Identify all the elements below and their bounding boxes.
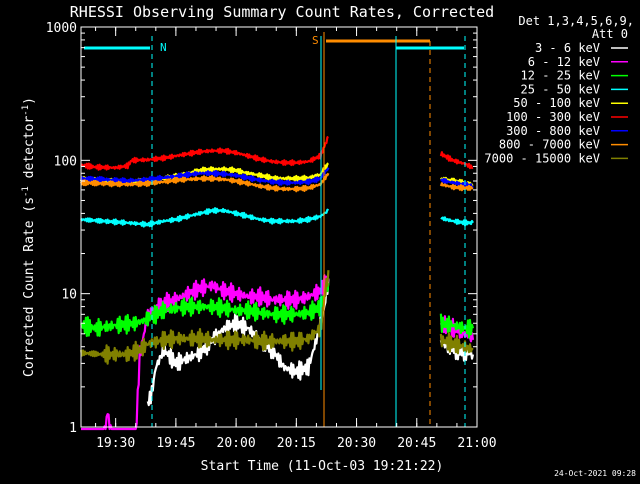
legend-header-detectors: Det 1,3,4,5,6,9,: [518, 14, 634, 28]
y-axis-label: Corrected Count Rate (s-1 detector-1): [21, 97, 37, 377]
series-line: [80, 207, 330, 228]
x-axis-label: Start Time (11-Oct-03 19:21:22): [201, 459, 444, 474]
series-line: [440, 177, 474, 190]
series-line: [79, 172, 330, 193]
series-line: [439, 313, 475, 339]
legend-entry-label: 25 - 50 keV: [521, 82, 600, 96]
timestamp: 24-Oct-2021 09:28: [554, 469, 636, 478]
x-tick-label: 20:30: [337, 436, 376, 451]
x-tick-label: 21:00: [457, 436, 496, 451]
series-line: [146, 278, 330, 407]
y-tick-label: 10: [61, 288, 77, 303]
axis-layer: 1 10 100 1000 19:30 19:45 20:00 20:15 20:30 20:45…: [46, 21, 497, 451]
legend-entry-label: 6 - 12 keV: [528, 55, 600, 69]
legend-entry-label: 12 - 25 keV: [521, 69, 600, 83]
chart-title: RHESSI Observing Summary Count Rates, Co…: [70, 3, 494, 21]
legend-entry-label: 3 - 6 keV: [535, 41, 600, 55]
series-line: [80, 274, 330, 431]
series-line: [79, 282, 330, 337]
x-tick-label: 20:15: [277, 436, 316, 451]
legend-entry-label: 7000 - 15000 keV: [484, 151, 600, 165]
marker-layer: NS: [84, 32, 466, 427]
y-tick-label: 100: [54, 154, 77, 169]
marker-label: S: [312, 34, 319, 47]
plot-layer: [79, 135, 475, 431]
legend-entry-label: 300 - 800 keV: [506, 124, 600, 138]
series-line: [439, 332, 474, 355]
legend-header-attenuator: Att 0: [592, 27, 628, 41]
x-tick-label: 19:30: [96, 436, 135, 451]
series-line: [440, 216, 474, 227]
series-line: [439, 182, 474, 192]
marker-label: N: [160, 41, 167, 54]
series-line: [80, 135, 329, 171]
legend-entry-label: 100 - 300 keV: [506, 110, 600, 124]
y-tick-label: 1: [69, 421, 77, 436]
x-tick-label: 20:45: [397, 436, 436, 451]
series-line: [79, 270, 330, 365]
legend-entry-label: 800 - 7000 keV: [499, 138, 600, 152]
plot-frame: [80, 26, 478, 428]
series-line: [79, 167, 330, 186]
x-tick-label: 20:00: [217, 436, 256, 451]
legend-entry-label: 50 - 100 keV: [513, 96, 600, 110]
x-tick-label: 19:45: [156, 436, 195, 451]
y-tick-label: 1000: [46, 21, 77, 36]
series-line: [439, 151, 474, 170]
